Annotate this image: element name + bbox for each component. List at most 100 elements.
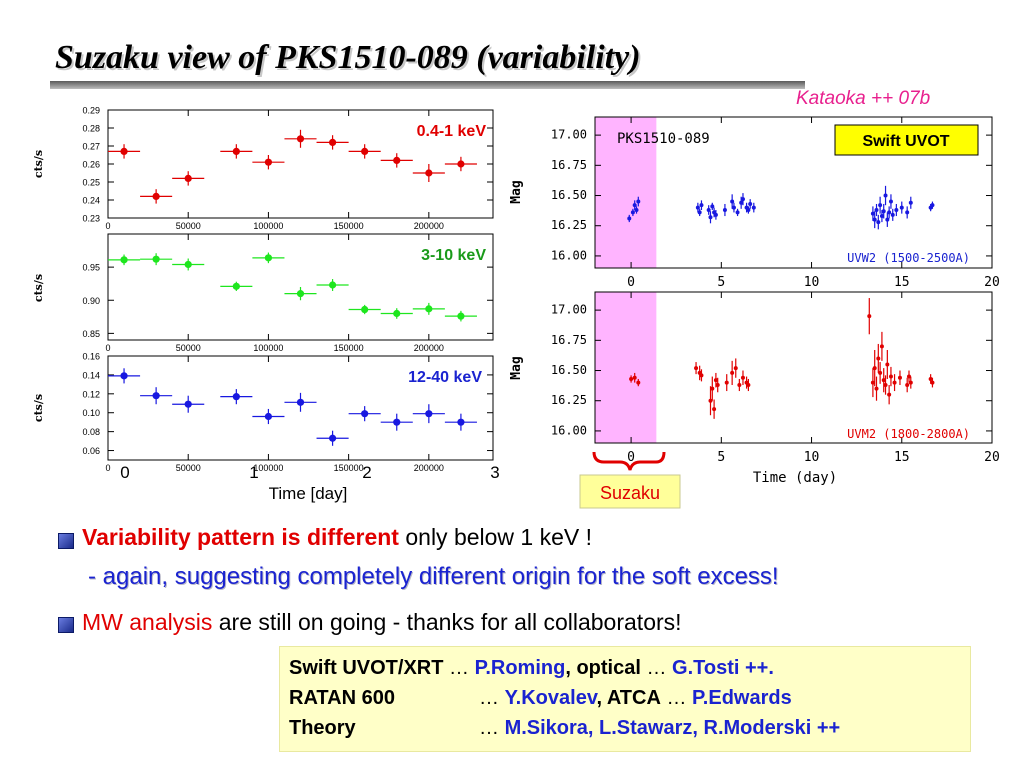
xtick-label-3-4: 20	[984, 275, 1000, 290]
xtick-label-4-3: 15	[894, 450, 910, 465]
data-point-4-0	[629, 376, 634, 381]
filter-label-4: UVM2 (1800-2800A)	[847, 427, 970, 441]
data-point-4-19	[870, 380, 875, 385]
xtick-label-0-3: 150000	[334, 221, 364, 231]
data-point-2-2	[184, 400, 192, 408]
bullet-1-text: only below 1 keV !	[398, 524, 593, 550]
ytick-label-2-0: 0.06	[82, 446, 100, 456]
data-point-4-20	[872, 366, 877, 371]
data-point-3-9	[708, 215, 713, 220]
data-point-1-8	[393, 309, 401, 318]
data-point-3-34	[890, 212, 895, 217]
data-point-2-7	[361, 410, 369, 418]
suzaku-brace	[592, 451, 666, 471]
ytick-label-1-0: 0.85	[82, 329, 100, 339]
data-point-3-24	[872, 217, 877, 222]
xtick-label-2-0: 0	[105, 463, 110, 473]
xtick-label-2-1: 50000	[176, 463, 201, 473]
data-point-1-6	[328, 281, 337, 289]
data-point-3-8	[706, 208, 711, 213]
xtick-label-2-4: 200000	[414, 463, 444, 473]
row3-a: Theory	[289, 717, 356, 739]
data-point-3-37	[905, 210, 910, 215]
data-point-0-9	[425, 169, 433, 177]
ytick-label-4-1: 16.25	[551, 393, 587, 407]
time-day-axis-label: Time [day]	[269, 484, 348, 503]
collaborators-box: Swift UVOT/XRT … P.Roming, optical … G.T…	[279, 646, 971, 752]
data-point-3-3	[634, 208, 639, 213]
data-point-3-14	[730, 199, 735, 204]
row1-b: …	[443, 657, 475, 679]
y-axis-label-4: Mag	[509, 356, 524, 379]
data-point-0-8	[393, 156, 401, 164]
data-point-0-4	[264, 158, 273, 166]
data-point-3-27	[878, 203, 883, 208]
data-point-1-10	[457, 312, 465, 320]
y-axis-label-3: Mag	[509, 180, 524, 203]
xtick-label-2-2: 100000	[253, 463, 283, 473]
plot-frame-3	[594, 116, 993, 269]
row2-c: Y.Kovalev	[504, 687, 597, 709]
swift-uvot-badge-box	[834, 124, 979, 156]
slide-title: Suzaku view of PKS1510-089 (variability)	[55, 39, 641, 76]
ytick-label-3-1: 16.25	[551, 218, 587, 232]
chart-panels: 0.230.240.250.260.270.280.290 50000 100000…	[32, 106, 1000, 509]
data-point-3-18	[740, 197, 745, 202]
data-point-4-36	[930, 380, 935, 385]
bullet-2-text: are still on going - thanks for all coll…	[212, 609, 682, 635]
plot-frame-2	[107, 355, 494, 461]
panel-label-0: 0.4-1 keV	[417, 123, 487, 140]
data-point-1-3	[232, 282, 240, 290]
row2-b: …	[479, 687, 505, 709]
xtick-label-0-4: 200000	[414, 221, 444, 231]
data-point-3-33	[888, 199, 893, 204]
row2-f: P.Edwards	[692, 687, 792, 709]
row2-d: , ATCA	[596, 687, 661, 709]
data-point-4-24	[879, 344, 884, 349]
data-point-4-31	[897, 375, 902, 380]
data-point-3-38	[908, 200, 913, 205]
data-point-3-31	[885, 217, 890, 222]
filter-label-3: UVW2 (1500-2500A)	[847, 251, 970, 265]
data-point-4-7	[710, 386, 715, 391]
data-point-2-1	[152, 392, 160, 400]
data-point-0-3	[232, 147, 240, 155]
xtick-label-4-4: 20	[984, 450, 1000, 465]
data-point-0-10	[457, 160, 465, 168]
data-point-2-3	[232, 393, 240, 401]
data-point-0-1	[152, 192, 160, 200]
data-point-3-21	[748, 201, 753, 206]
data-point-1-0	[120, 256, 128, 264]
ytick-label-0-2: 0.25	[82, 178, 100, 188]
data-point-0-7	[361, 147, 369, 155]
data-point-2-8	[393, 418, 401, 426]
data-point-4-5	[699, 373, 704, 378]
data-point-4-13	[733, 366, 738, 371]
data-point-3-40	[930, 203, 935, 208]
row1-e: …	[640, 657, 673, 679]
data-point-2-6	[328, 434, 337, 442]
day-tick-label-3: 3	[490, 463, 499, 482]
data-point-0-0	[120, 147, 128, 155]
bullet-2-emphasis: MW analysis	[82, 609, 213, 635]
ytick-label-4-2: 16.50	[551, 363, 587, 377]
xtick-label-0-2: 100000	[253, 221, 283, 231]
panel-label-1: 3-10 keV	[421, 247, 486, 264]
ytick-label-4-0: 16.00	[551, 423, 587, 437]
data-point-3-6	[697, 210, 702, 215]
data-point-3-10	[710, 204, 715, 209]
data-point-2-10	[457, 418, 465, 426]
data-point-4-18	[867, 314, 872, 319]
plot-frame-4	[594, 291, 993, 444]
data-point-4-26	[883, 383, 888, 388]
xtick-label-4-0: 0	[627, 450, 635, 465]
ytick-label-1-2: 0.95	[82, 263, 100, 273]
xtick-label-3-1: 5	[717, 275, 725, 290]
panel-label-2: 12-40 keV	[408, 369, 482, 386]
data-point-4-14	[737, 383, 742, 388]
data-point-3-4	[636, 199, 641, 204]
data-point-3-17	[739, 200, 744, 205]
xtick-label-3-2: 10	[804, 275, 820, 290]
data-point-2-9	[425, 410, 433, 418]
data-point-4-30	[892, 380, 897, 385]
